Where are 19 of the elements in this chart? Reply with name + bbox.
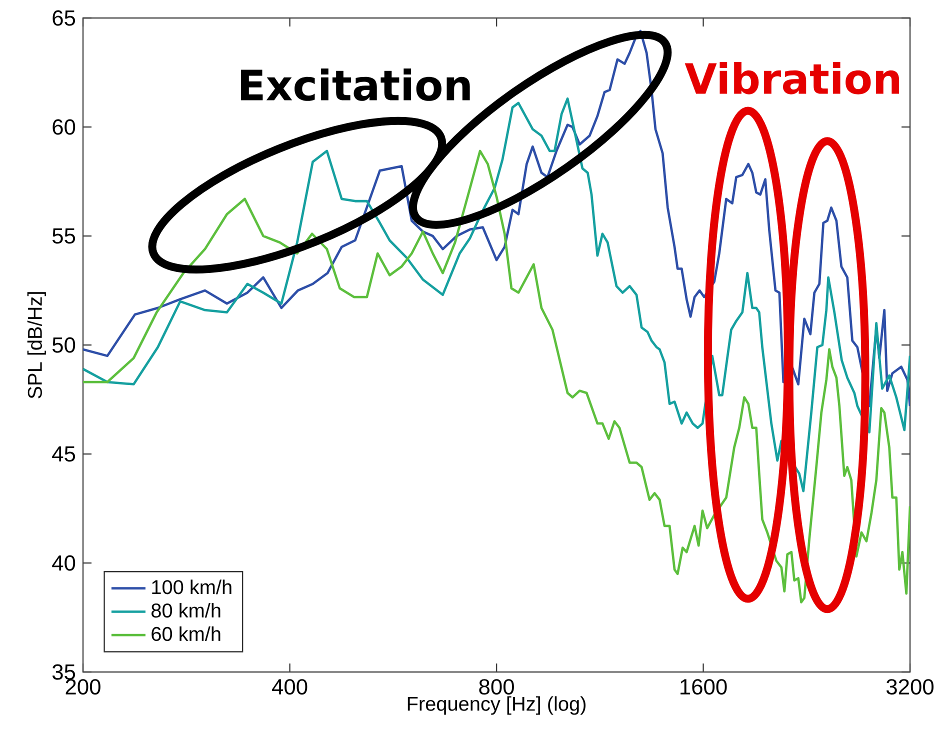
y-tick-label: 65 — [52, 10, 76, 26]
x-tick-label: 400 — [272, 679, 308, 695]
y-tick-label: 50 — [52, 337, 76, 353]
annotation: Vibration — [684, 62, 900, 94]
x-tick-label: 800 — [479, 679, 514, 695]
y-tick-label: 45 — [52, 446, 76, 462]
x-tick-label: 1600 — [680, 679, 727, 695]
legend-label: 80 km/h — [152, 602, 220, 618]
y-tick-label: 55 — [52, 228, 76, 244]
x-axis-title: Frequency [Hz] (log) — [408, 696, 586, 715]
legend-label: 100 km/h — [152, 580, 232, 594]
y-tick-label: 35 — [52, 664, 76, 680]
y-tick-label: 40 — [52, 555, 76, 571]
legend-label: 60 km/h — [152, 626, 220, 642]
y-tick-label: 60 — [52, 119, 76, 135]
y-axis-title: SPL [dB/Hz] — [27, 292, 46, 398]
x-tick-label: 200 — [66, 679, 100, 695]
x-tick-label: 3200 — [886, 679, 934, 695]
annotation: Excitation — [241, 68, 470, 101]
